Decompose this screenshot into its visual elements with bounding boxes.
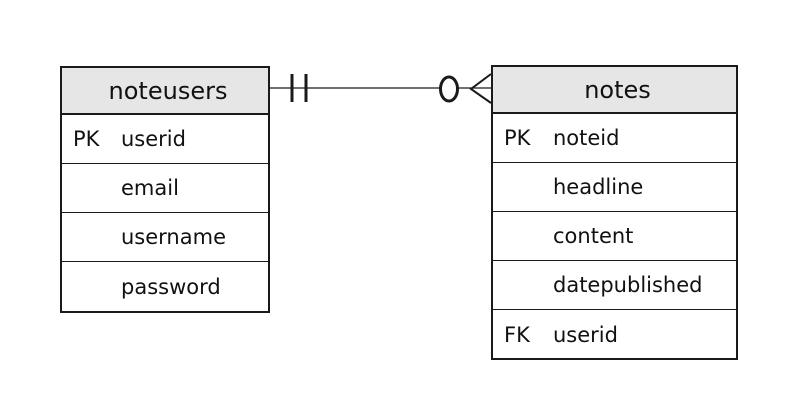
entity-noteusers: noteusers PK userid email username passw… bbox=[60, 66, 270, 313]
attribute-label: username bbox=[121, 225, 226, 249]
entity-row: headline bbox=[493, 163, 736, 212]
key-label: PK bbox=[73, 127, 100, 151]
attribute-label: email bbox=[121, 176, 179, 200]
attribute-label: content bbox=[553, 224, 634, 248]
entity-row: username bbox=[62, 213, 268, 262]
attribute-label: userid bbox=[553, 322, 618, 347]
entity-row: PK userid bbox=[62, 115, 268, 164]
entity-row: content bbox=[493, 212, 736, 261]
entity-row: email bbox=[62, 164, 268, 213]
entity-row: PK noteid bbox=[493, 114, 736, 163]
attribute-label: userid bbox=[121, 127, 186, 151]
entity-row: password bbox=[62, 262, 268, 311]
key-label: PK bbox=[504, 126, 531, 150]
entity-row: FK userid bbox=[493, 310, 736, 359]
entity-title: noteusers bbox=[62, 68, 268, 115]
attribute-label: datepublished bbox=[553, 273, 703, 297]
zero-or-many-icon bbox=[439, 73, 492, 104]
one-and-only-one-icon bbox=[290, 74, 308, 102]
attribute-label: headline bbox=[553, 175, 644, 199]
entity-notes: notes PK noteid headline content datepub… bbox=[491, 65, 738, 360]
attribute-label: password bbox=[121, 274, 221, 299]
key-label: FK bbox=[504, 322, 530, 347]
attribute-label: noteid bbox=[553, 126, 620, 150]
entity-row: datepublished bbox=[493, 261, 736, 310]
entity-title: notes bbox=[493, 67, 736, 114]
